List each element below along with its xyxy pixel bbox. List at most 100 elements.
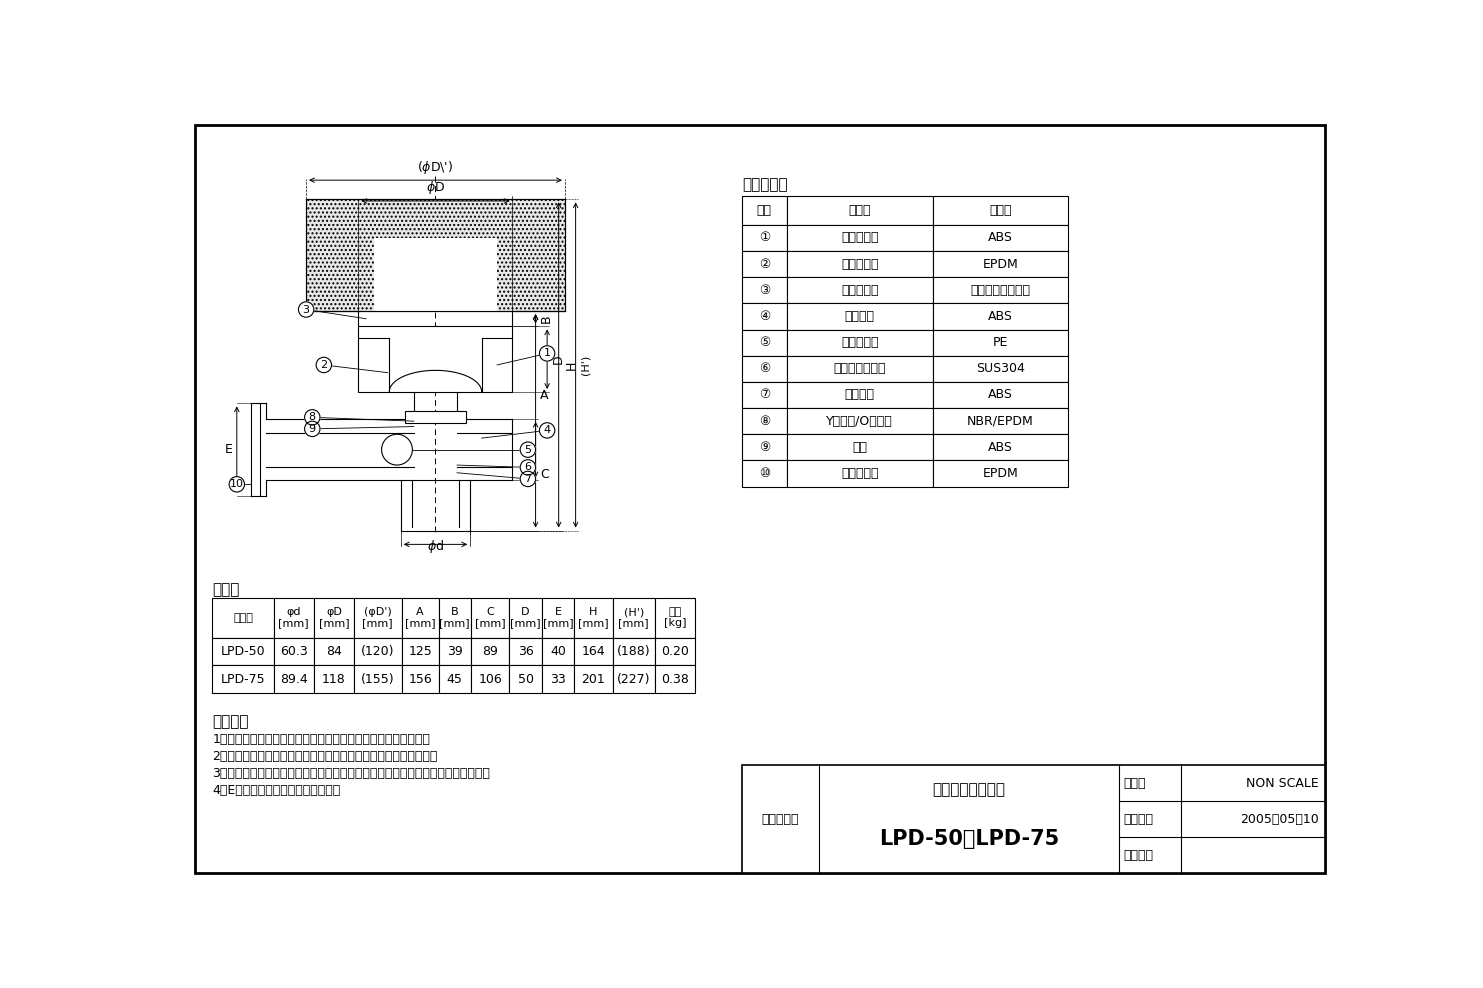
- Circle shape: [304, 421, 320, 437]
- Bar: [472, 598, 509, 637]
- Bar: [305, 200, 565, 311]
- Bar: [742, 408, 786, 435]
- Text: 0.38: 0.38: [661, 673, 690, 686]
- Text: 9: 9: [308, 424, 316, 434]
- Text: [mm]: [mm]: [510, 618, 541, 628]
- Bar: [509, 598, 541, 637]
- Text: (H'): (H'): [580, 355, 590, 375]
- Text: EPDM: EPDM: [982, 467, 1019, 480]
- Text: D: D: [522, 608, 529, 618]
- Text: 名　称: 名 称: [848, 204, 871, 216]
- Text: SUS304: SUS304: [976, 363, 1025, 375]
- Bar: [742, 356, 786, 382]
- Text: 3．ドルゴ低位通気弁を隆べい部に設置する場合は、必ず点検口を設けて下さい。: 3．ドルゴ低位通気弁を隆べい部に設置する場合は、必ず点検口を設けて下さい。: [212, 767, 489, 780]
- Circle shape: [304, 410, 320, 425]
- Bar: [354, 637, 402, 665]
- Text: E: E: [224, 444, 233, 456]
- Text: 接続管部: 接続管部: [845, 310, 875, 323]
- Text: ABS: ABS: [988, 388, 1013, 401]
- Bar: [354, 665, 402, 693]
- Text: ⑤: ⑤: [759, 336, 770, 349]
- Text: H: H: [565, 361, 578, 370]
- Text: 止水ボール: 止水ボール: [841, 336, 878, 349]
- Text: 止水ボール重り: 止水ボール重り: [833, 363, 885, 375]
- Text: [mm]: [mm]: [618, 618, 650, 628]
- Circle shape: [298, 301, 314, 317]
- Bar: [354, 598, 402, 637]
- Bar: [742, 435, 786, 460]
- Text: 33: 33: [550, 673, 567, 686]
- Bar: [786, 251, 933, 278]
- Bar: [742, 330, 786, 356]
- Bar: [742, 251, 786, 278]
- Text: 4．E寸法は、配管差込み寸法です。: 4．E寸法は、配管差込み寸法です。: [212, 783, 341, 797]
- Text: [mm]: [mm]: [279, 618, 308, 628]
- Text: φd: φd: [286, 608, 301, 618]
- Text: NBR/EPDM: NBR/EPDM: [967, 415, 1034, 428]
- Bar: [314, 598, 354, 637]
- Bar: [212, 637, 274, 665]
- Text: C: C: [486, 608, 494, 618]
- Text: 使用材料表: 使用材料表: [742, 177, 787, 192]
- Text: φD: φD: [326, 608, 341, 618]
- Text: 89.4: 89.4: [280, 673, 307, 686]
- Text: 8: 8: [308, 412, 316, 422]
- Text: ⑦: ⑦: [759, 388, 770, 401]
- Text: B: B: [451, 608, 458, 618]
- Text: 45: 45: [446, 673, 463, 686]
- Text: 156: 156: [408, 673, 432, 686]
- Bar: [274, 598, 314, 637]
- Bar: [786, 303, 933, 330]
- Bar: [742, 225, 786, 251]
- Text: 2: 2: [320, 360, 328, 370]
- Text: ②: ②: [759, 258, 770, 271]
- Text: [mm]: [mm]: [405, 618, 436, 628]
- Bar: [612, 637, 655, 665]
- Bar: [786, 330, 933, 356]
- Text: E: E: [555, 608, 562, 618]
- Text: 材　質: 材 質: [989, 204, 1011, 216]
- Bar: [742, 303, 786, 330]
- Text: A: A: [540, 389, 549, 402]
- Text: C: C: [540, 468, 549, 481]
- Text: 質量: 質量: [669, 608, 682, 618]
- Bar: [212, 665, 274, 693]
- Text: 変更日付: 変更日付: [1123, 849, 1154, 862]
- Text: 防寒カバー: 防寒カバー: [841, 284, 878, 296]
- Bar: [439, 637, 472, 665]
- Circle shape: [228, 476, 245, 492]
- Text: 164: 164: [581, 645, 605, 658]
- Text: ドルゴ低位通気弁: ドルゴ低位通気弁: [933, 782, 1005, 797]
- Bar: [541, 665, 574, 693]
- Text: ABS: ABS: [988, 310, 1013, 323]
- Text: 発泡ポリスチレン: 発泡ポリスチレン: [970, 284, 1031, 296]
- Text: 60.3: 60.3: [280, 645, 307, 658]
- Text: (227): (227): [617, 673, 651, 686]
- Text: 10: 10: [230, 479, 243, 489]
- Text: (H'): (H'): [624, 608, 644, 618]
- Bar: [574, 665, 612, 693]
- Bar: [212, 598, 274, 637]
- Bar: [933, 408, 1068, 435]
- Text: 縮　尺: 縮 尺: [1123, 777, 1145, 789]
- Text: [mm]: [mm]: [362, 618, 393, 628]
- Bar: [541, 637, 574, 665]
- Text: 1: 1: [544, 349, 550, 359]
- Bar: [374, 238, 497, 311]
- Text: カゴ: カゴ: [853, 441, 868, 453]
- Text: ④: ④: [759, 310, 770, 323]
- Text: LPD-50: LPD-50: [221, 645, 265, 658]
- Bar: [439, 665, 472, 693]
- Text: ⑩: ⑩: [759, 467, 770, 480]
- Bar: [274, 665, 314, 693]
- Bar: [655, 665, 696, 693]
- Text: 番号: 番号: [756, 204, 771, 216]
- Text: $\phi$D: $\phi$D: [426, 180, 445, 197]
- Bar: [655, 637, 696, 665]
- Circle shape: [521, 459, 535, 475]
- Bar: [405, 411, 466, 423]
- Text: Yリング/Oリング: Yリング/Oリング: [826, 415, 893, 428]
- Circle shape: [540, 346, 555, 361]
- Text: 36: 36: [518, 645, 534, 658]
- Text: 89: 89: [482, 645, 498, 658]
